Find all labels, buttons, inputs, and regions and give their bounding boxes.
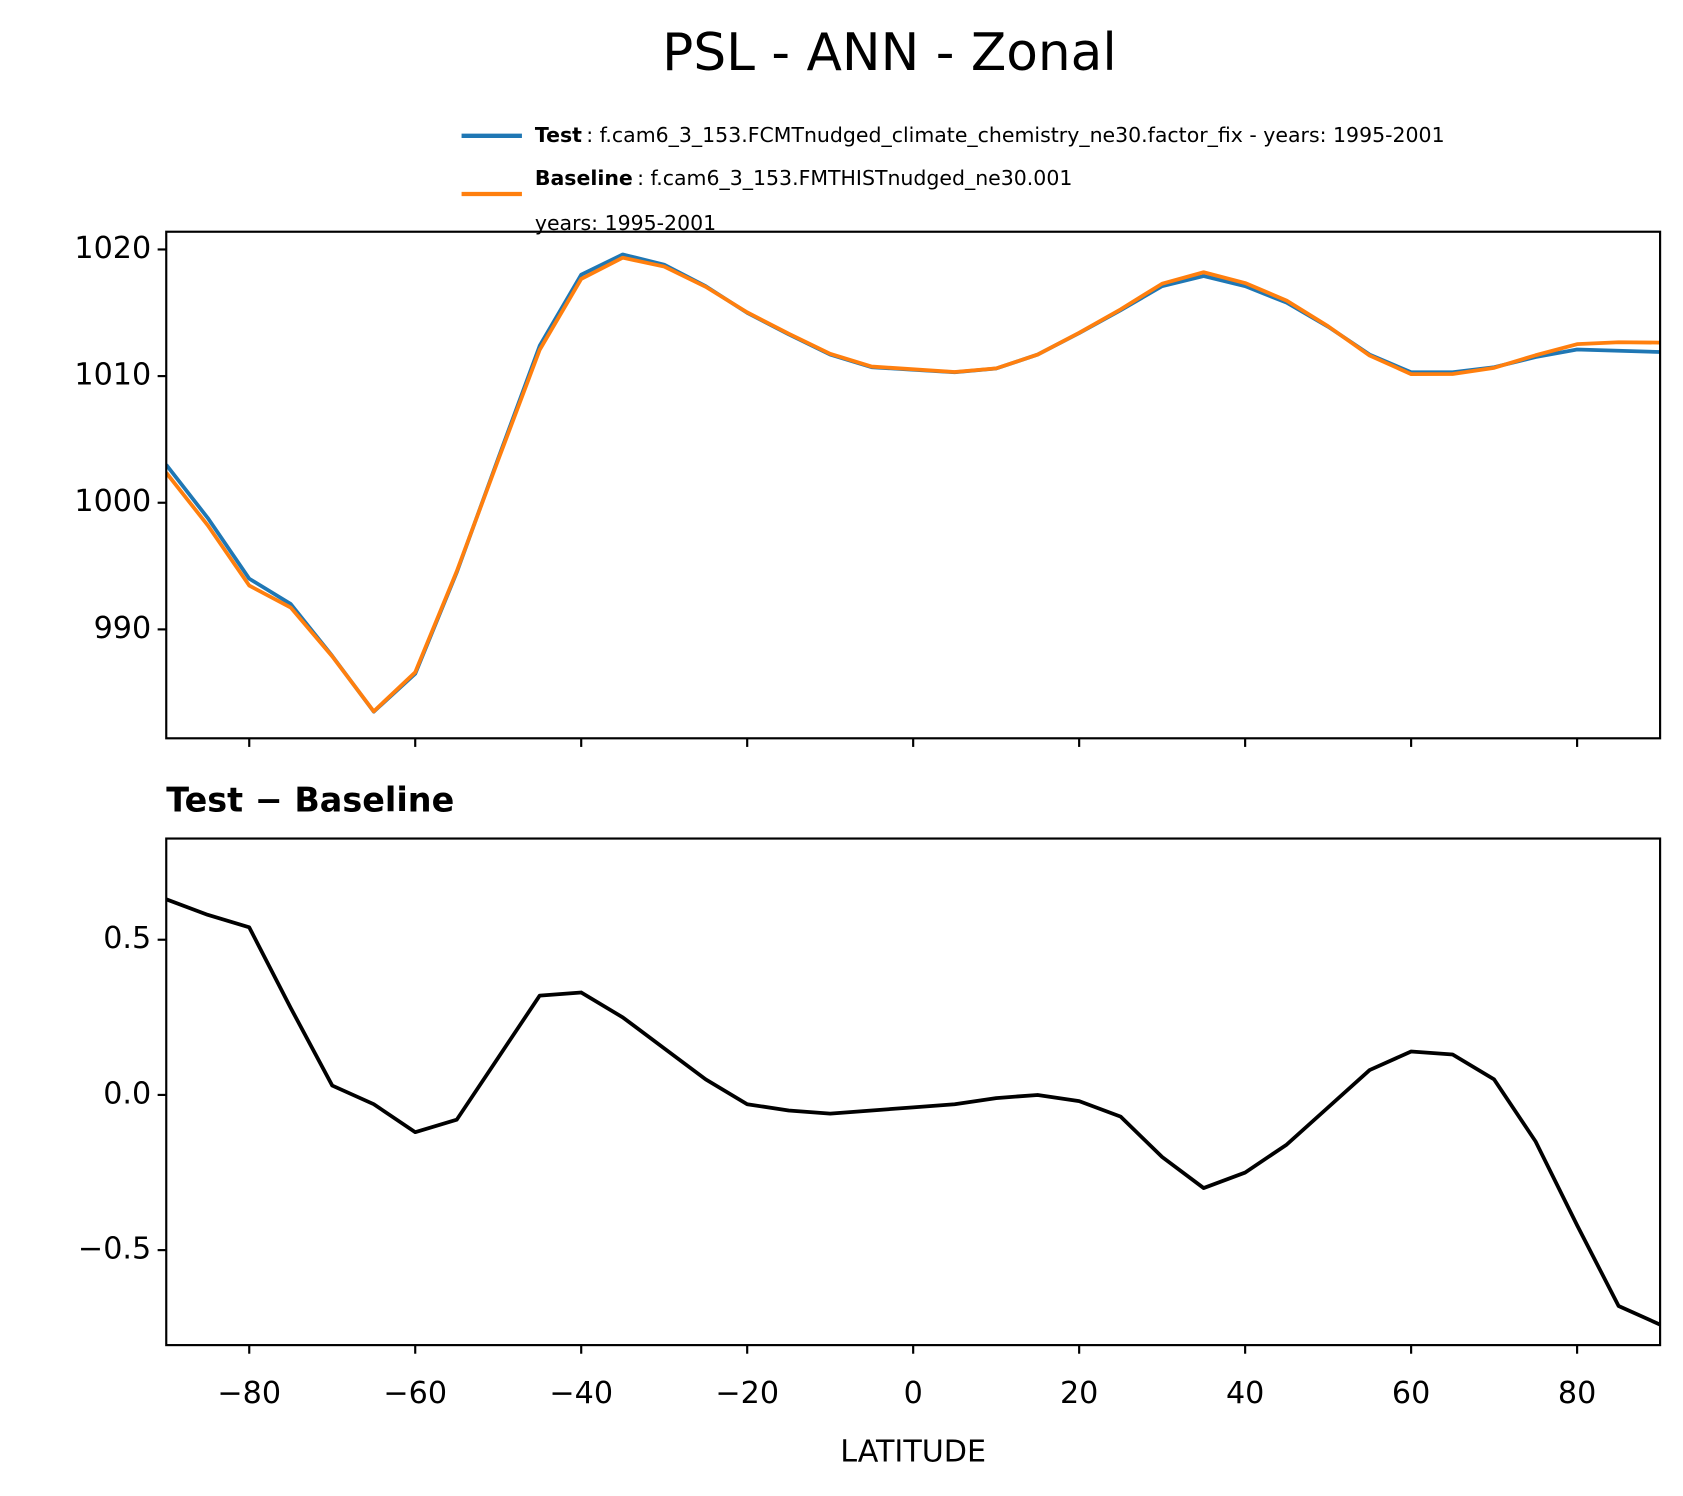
y-tick-label: 1010 bbox=[74, 358, 151, 393]
x-tick-label: 20 bbox=[1060, 1376, 1098, 1411]
plot-area bbox=[166, 897, 1661, 1327]
y-tick-label: 0.5 bbox=[103, 921, 151, 956]
legend-text: : f.cam6_3_153.FMTHISTnudged_ne30.001 bbox=[637, 166, 1072, 191]
legend-name: Baseline bbox=[535, 166, 633, 190]
x-tick-label: 40 bbox=[1226, 1376, 1264, 1411]
data-line bbox=[166, 252, 1661, 714]
x-tick-label: −20 bbox=[715, 1376, 779, 1411]
x-tick-label: 0 bbox=[904, 1376, 923, 1411]
x-tick-label: −80 bbox=[217, 1376, 281, 1411]
axes-frame bbox=[165, 230, 1662, 740]
x-tick-label: 80 bbox=[1558, 1376, 1596, 1411]
subplot-title: Test − Baseline bbox=[166, 780, 454, 819]
y-tick-label: 1020 bbox=[74, 231, 151, 266]
figure-title: PSL - ANN - Zonal bbox=[662, 23, 1117, 83]
axes-frame bbox=[165, 837, 1662, 1347]
legend-label: Baseline: f.cam6_3_153.FMTHISTnudged_ne3… bbox=[535, 166, 1073, 191]
x-axis-label: LATITUDE bbox=[840, 1434, 986, 1469]
legend-text: years: 1995-2001 bbox=[535, 211, 716, 235]
data-line bbox=[166, 897, 1661, 1327]
legend-name: Test bbox=[535, 123, 582, 147]
x-tick-label: −60 bbox=[383, 1376, 447, 1411]
data-line bbox=[166, 255, 1661, 714]
legend-text: : f.cam6_3_153.FCMTnudged_climate_chemis… bbox=[586, 123, 1444, 148]
x-tick-label: 60 bbox=[1392, 1376, 1430, 1411]
plot-area bbox=[166, 252, 1661, 714]
y-tick-label: 1000 bbox=[74, 484, 151, 519]
x-tick-label: −40 bbox=[549, 1376, 613, 1411]
y-tick-label: 990 bbox=[94, 611, 152, 646]
y-tick-label: 0.0 bbox=[103, 1076, 151, 1111]
legend-label: Test: f.cam6_3_153.FCMTnudged_climate_ch… bbox=[535, 123, 1445, 148]
y-tick-label: −0.5 bbox=[78, 1232, 151, 1267]
